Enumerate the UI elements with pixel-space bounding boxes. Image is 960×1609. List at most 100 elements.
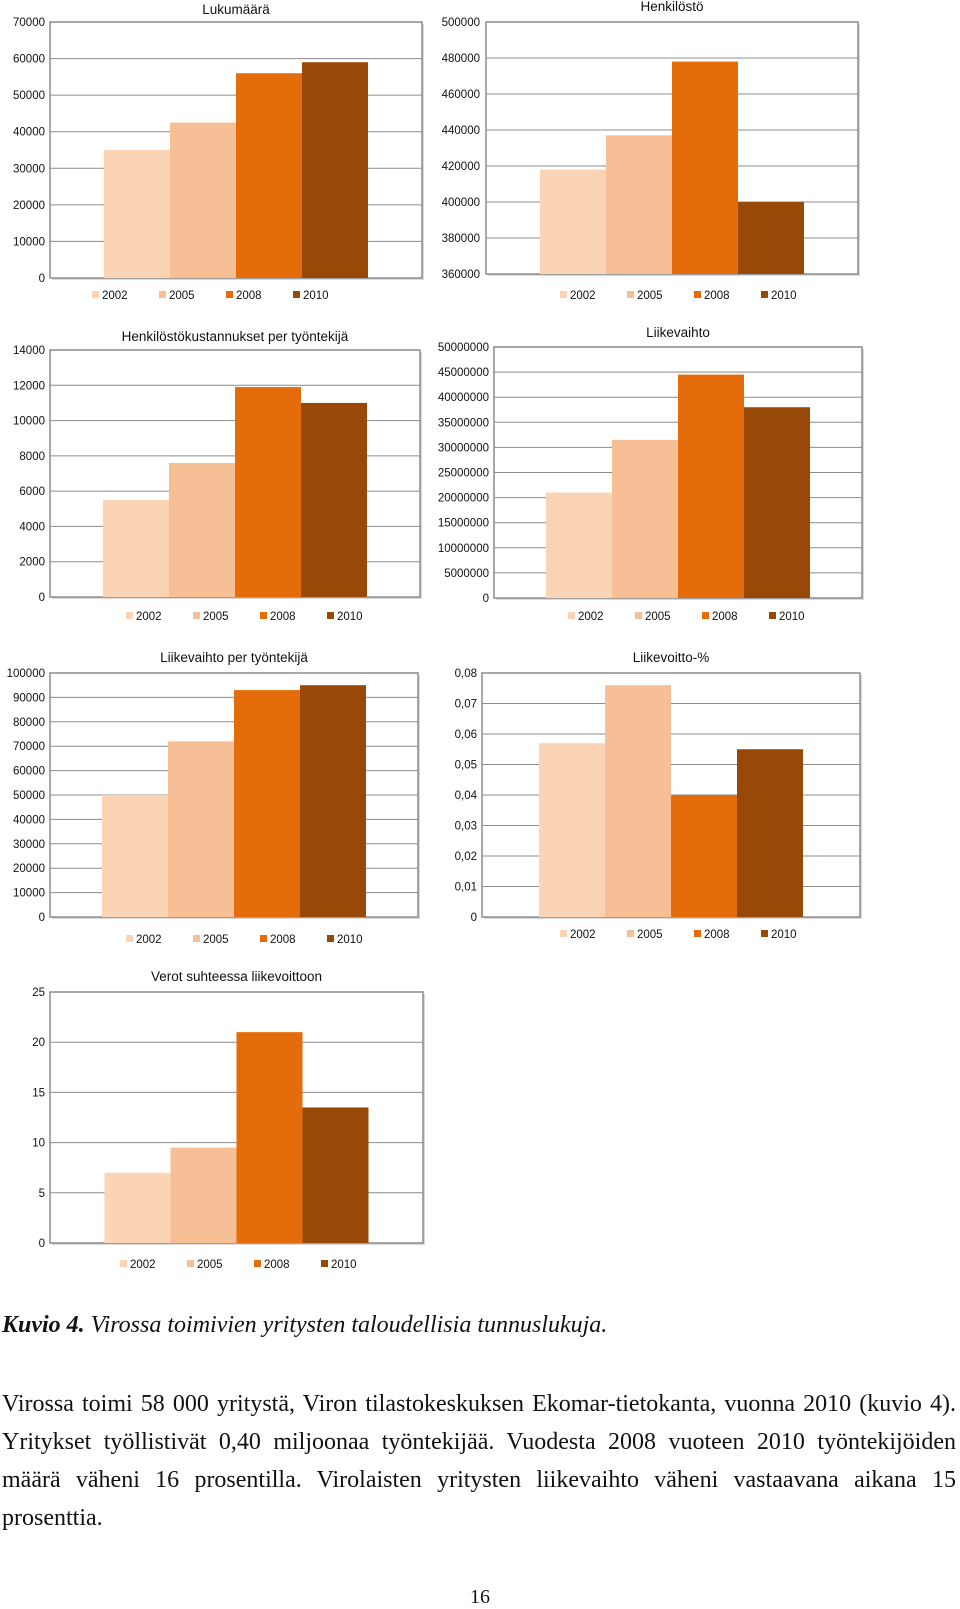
legend-swatch xyxy=(694,930,701,937)
y-tick-label: 0 xyxy=(39,1238,45,1250)
y-tick-label: 0,06 xyxy=(455,729,477,741)
y-tick-label: 0,07 xyxy=(455,699,477,711)
legend-label: 2002 xyxy=(570,929,596,941)
legend-swatch xyxy=(635,612,642,619)
legend-swatch xyxy=(260,612,267,619)
y-tick-label: 2000 xyxy=(19,557,45,569)
legend: 2002 2005 2008 2010 xyxy=(560,929,797,941)
y-tick-label: 25000000 xyxy=(438,468,489,480)
legend-label: 2008 xyxy=(704,929,730,941)
legend-swatch xyxy=(627,291,634,298)
bar-2010 xyxy=(301,402,367,597)
y-tick-label: 0,04 xyxy=(455,790,478,802)
legend-label: 2002 xyxy=(136,611,162,623)
legend-swatch xyxy=(327,935,334,942)
y-tick-label: 10000 xyxy=(13,888,45,900)
y-tick-label: 60000 xyxy=(13,766,45,778)
y-tick-label: 15000000 xyxy=(438,518,489,530)
body-paragraph: Virossa toimi 58 000 yritystä, Viron til… xyxy=(2,1391,956,1531)
chart-2: 500000 480000 460000 440000 420000 400000 3800… xyxy=(442,0,860,302)
chart-title: Verot suhteessa liikevoittoon xyxy=(151,969,322,984)
chart-4: 5000000045000000400000003500000030000000… xyxy=(438,325,864,623)
page-number: 16 xyxy=(470,1586,490,1608)
legend-label: 2002 xyxy=(578,611,604,623)
y-tick-label: 35000000 xyxy=(438,417,489,429)
y-tick-label: 0,02 xyxy=(455,851,477,863)
y-tick-label: 20000 xyxy=(13,863,45,875)
legend-label: 2008 xyxy=(264,1259,290,1271)
bar-2010 xyxy=(302,1107,369,1243)
legend-swatch xyxy=(694,291,701,298)
bar-2002 xyxy=(104,1172,171,1243)
chart-7: 25 20 15 10 5 0 Verot suhteessa liikevoittoon 2… xyxy=(32,969,425,1271)
legend-swatch xyxy=(126,612,133,619)
legend-swatch xyxy=(120,1260,127,1267)
legend-swatch xyxy=(92,291,99,298)
y-tick-label: 480000 xyxy=(442,53,480,65)
bar-2002 xyxy=(102,795,168,917)
legend-label: 2008 xyxy=(704,290,730,302)
legend-swatch xyxy=(568,612,575,619)
y-tick-label: 400000 xyxy=(442,197,480,209)
legend-label: 2008 xyxy=(236,290,262,302)
bar-2008 xyxy=(235,387,301,597)
bar-2008 xyxy=(234,690,300,917)
y-tick-label: 10000000 xyxy=(438,543,489,555)
legend-label: 2005 xyxy=(637,929,663,941)
y-tick-label: 360000 xyxy=(442,269,480,281)
y-tick-label: 60000 xyxy=(13,54,45,66)
legend-label: 2010 xyxy=(337,934,363,946)
y-tick-label: 20000 xyxy=(13,200,45,212)
y-tick-label: 40000 xyxy=(13,814,45,826)
caption-text: Virossa toimivien yritysten taloudellisi… xyxy=(84,1312,608,1338)
legend-label: 2002 xyxy=(130,1259,156,1271)
y-tick-label: 8000 xyxy=(19,451,45,463)
y-tick-label: 460000 xyxy=(442,89,480,101)
legend-label: 2008 xyxy=(270,611,296,623)
legend-swatch xyxy=(627,930,634,937)
y-tick-label: 0 xyxy=(39,273,45,285)
bar-2008 xyxy=(671,795,737,917)
legend-swatch xyxy=(226,291,233,298)
y-tick-label: 30000 xyxy=(13,839,45,851)
bar-2008 xyxy=(236,1032,303,1243)
legend-swatch xyxy=(327,612,334,619)
bar-2002 xyxy=(540,169,606,274)
y-tick-label: 50000 xyxy=(13,90,45,102)
legend: 2002 2005 2008 2010 xyxy=(560,290,797,302)
y-tick-label: 15 xyxy=(32,1087,45,1099)
legend-swatch xyxy=(126,935,133,942)
y-tick-label: 0 xyxy=(39,912,45,924)
legend-label: 2010 xyxy=(779,611,805,623)
bar-2002 xyxy=(539,743,605,917)
legend-label: 2005 xyxy=(637,290,663,302)
chart-5: 1000009000080000700006000050000400003000… xyxy=(7,650,420,946)
y-tick-label: 4000 xyxy=(19,521,45,533)
y-tick-label: 30000000 xyxy=(438,442,489,454)
y-tick-label: 90000 xyxy=(13,692,45,704)
y-tick-label: 0,08 xyxy=(455,668,477,680)
chart-title: Liikevaihto per työntekijä xyxy=(160,650,308,665)
charts-figure: 700006000050000400003000020000100000Luku… xyxy=(7,0,864,1271)
legend: 2002 2005 2008 2010 xyxy=(126,611,363,623)
chart-title: Liikevoitto-% xyxy=(633,650,710,665)
legend-swatch xyxy=(761,291,768,298)
y-tick-label: 25 xyxy=(32,987,45,999)
chart-title: Henkilöstökustannukset per työntekijä xyxy=(122,329,349,344)
y-tick-label: 20 xyxy=(32,1037,45,1049)
legend-swatch xyxy=(193,935,200,942)
y-tick-label: 80000 xyxy=(13,717,45,729)
caption-label: Kuvio 4. xyxy=(2,1312,85,1338)
legend-label: 2008 xyxy=(270,934,296,946)
y-tick-label: 0,03 xyxy=(455,821,477,833)
bar-2010 xyxy=(738,202,804,274)
y-tick-label: 0,05 xyxy=(455,760,477,772)
legend-label: 2005 xyxy=(169,290,195,302)
y-tick-label: 0 xyxy=(483,593,489,605)
y-tick-label: 10 xyxy=(32,1138,45,1150)
legend-label: 2010 xyxy=(771,290,797,302)
legend-label: 2002 xyxy=(102,290,128,302)
chart-1: 70000 60000 50000 40000 30000 20000 10000 0 Luku… xyxy=(13,2,424,302)
legend: 2002 2005 2008 2010 xyxy=(120,1259,357,1271)
y-tick-label: 440000 xyxy=(442,125,480,137)
